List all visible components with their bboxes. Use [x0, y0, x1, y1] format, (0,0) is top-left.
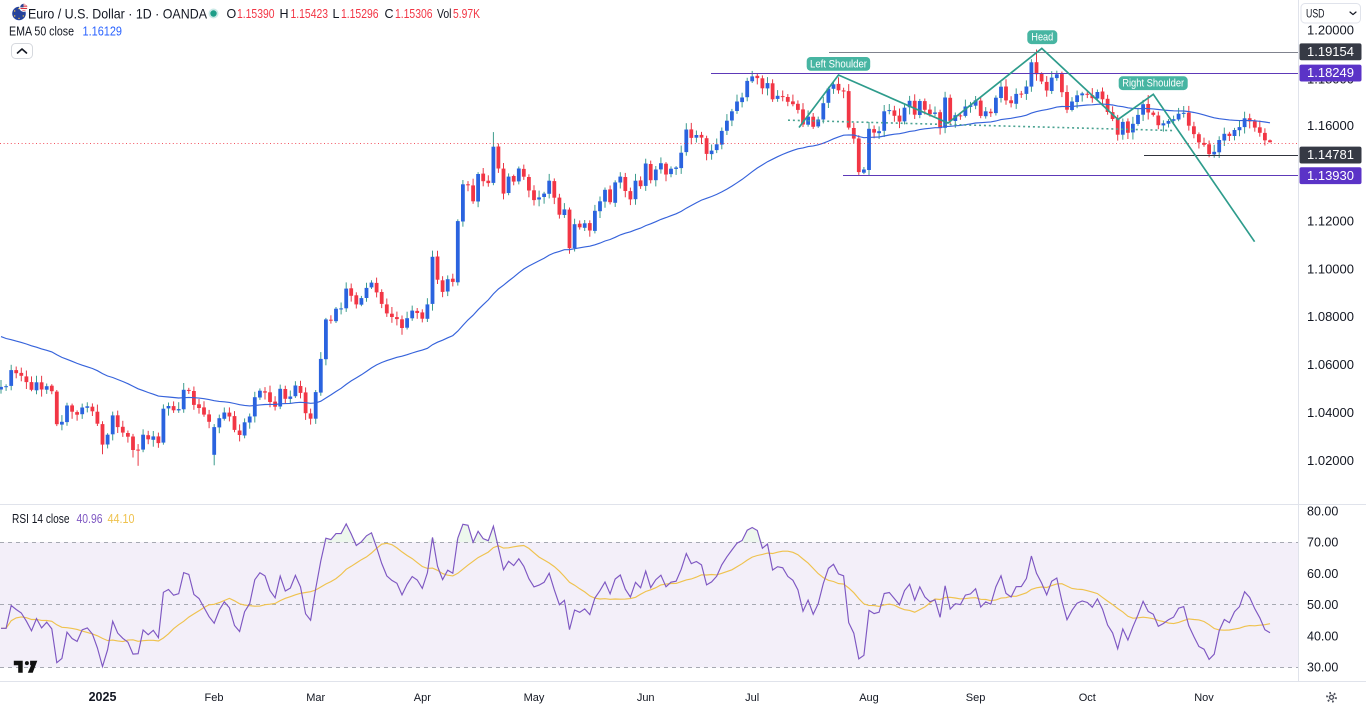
svg-text:1.13930: 1.13930 — [1307, 168, 1354, 183]
svg-text:5.97K: 5.97K — [453, 7, 481, 21]
svg-text:1.14781: 1.14781 — [1307, 147, 1354, 162]
svg-text:Aug: Aug — [859, 692, 879, 704]
svg-text:30.00: 30.00 — [1307, 661, 1338, 675]
svg-text:1.15296: 1.15296 — [341, 7, 379, 21]
svg-text:1.15423: 1.15423 — [291, 7, 329, 21]
svg-text:C: C — [385, 7, 394, 21]
svg-text:Left Shoulder: Left Shoulder — [810, 58, 867, 70]
svg-text:May: May — [524, 692, 545, 704]
svg-text:L: L — [333, 7, 340, 21]
svg-text:1.12000: 1.12000 — [1307, 214, 1354, 229]
svg-text:Right Shoulder: Right Shoulder — [1122, 78, 1184, 90]
svg-text:70.00: 70.00 — [1307, 536, 1338, 550]
svg-text:1.16129: 1.16129 — [83, 25, 123, 39]
svg-text:40.96: 40.96 — [77, 512, 103, 526]
svg-text:Jul: Jul — [745, 692, 759, 704]
svg-text:50.00: 50.00 — [1307, 598, 1338, 612]
svg-text:1.20000: 1.20000 — [1307, 23, 1354, 38]
svg-text:Apr: Apr — [414, 692, 431, 704]
svg-text:1.16000: 1.16000 — [1307, 118, 1354, 133]
svg-text:H: H — [280, 7, 289, 21]
svg-text:60.00: 60.00 — [1307, 567, 1338, 581]
svg-text:1.15306: 1.15306 — [395, 7, 433, 21]
svg-text:EMA 50 close: EMA 50 close — [9, 25, 74, 39]
svg-text:1.02000: 1.02000 — [1307, 453, 1354, 468]
svg-text:Vol: Vol — [437, 7, 452, 21]
svg-text:40.00: 40.00 — [1307, 629, 1338, 643]
svg-text:Euro / U.S. Dollar · 1D · OAND: Euro / U.S. Dollar · 1D · OANDA — [28, 6, 208, 22]
svg-text:80.00: 80.00 — [1307, 504, 1338, 518]
svg-text:Jun: Jun — [637, 692, 655, 704]
svg-text:1.18249: 1.18249 — [1307, 65, 1354, 80]
svg-text:Head: Head — [1031, 32, 1053, 44]
svg-text:Feb: Feb — [205, 692, 224, 704]
svg-text:2025: 2025 — [89, 690, 117, 704]
svg-text:Oct: Oct — [1079, 692, 1096, 704]
svg-text:Sep: Sep — [966, 692, 986, 704]
svg-text:1.06000: 1.06000 — [1307, 357, 1354, 372]
svg-text:Nov: Nov — [1194, 692, 1214, 704]
svg-text:1.19154: 1.19154 — [1307, 44, 1354, 59]
svg-text:1.10000: 1.10000 — [1307, 262, 1354, 277]
svg-text:1.08000: 1.08000 — [1307, 309, 1354, 324]
svg-text:1.15390: 1.15390 — [237, 7, 275, 21]
svg-text:Mar: Mar — [306, 692, 325, 704]
svg-text:USD: USD — [1306, 9, 1325, 21]
svg-text:44.10: 44.10 — [108, 512, 135, 526]
svg-text:1.04000: 1.04000 — [1307, 405, 1354, 420]
svg-text:RSI 14 close: RSI 14 close — [12, 512, 70, 526]
svg-text:O: O — [227, 7, 237, 21]
